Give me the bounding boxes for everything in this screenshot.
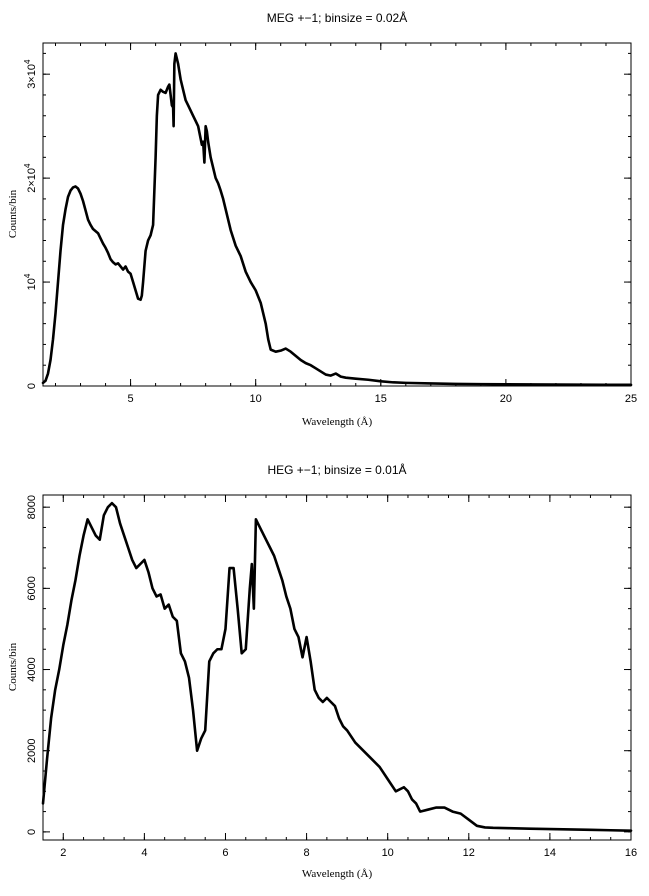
meg-x-tick-label: 20 xyxy=(500,393,512,405)
meg-y-tick-mantissa: 10 xyxy=(26,278,38,290)
heg-y-axis-label: Counts/bin xyxy=(7,642,19,691)
meg-y-tick-exponent: 4 xyxy=(23,273,32,278)
heg-y-tick-label: 8000 xyxy=(26,495,38,519)
heg-y-tick-mantissa: 0 xyxy=(26,829,38,835)
meg-y-tick-mantissa: 0 xyxy=(26,383,38,389)
heg-axis-ticks: 2 4 6 8 10 12 14 16 0 2000 4000 6000 8000 xyxy=(26,495,637,859)
meg-chart-title: MEG +−1; binsize = 0.02Å xyxy=(267,10,407,25)
meg-y-tick-mantissa: 2×10 xyxy=(26,168,38,193)
heg-x-tick-label: 4 xyxy=(141,847,147,859)
heg-y-tick-mantissa: 6000 xyxy=(26,576,38,600)
heg-x-axis-label: Wavelength (Å) xyxy=(302,868,373,880)
meg-spectrum-chart: MEG +−1; binsize = 0.02Å 5 10 15 20 2501042×… xyxy=(7,10,637,428)
heg-y-tick-mantissa: 2000 xyxy=(26,738,38,762)
meg-y-tick-label: 104 xyxy=(23,273,38,290)
heg-x-tick-label: 12 xyxy=(463,847,475,859)
meg-x-tick-label: 5 xyxy=(128,393,134,405)
heg-x-tick-label: 2 xyxy=(60,847,66,859)
heg-x-tick-label: 14 xyxy=(544,847,556,859)
heg-spectrum-line xyxy=(41,501,633,832)
meg-x-tick-label: 10 xyxy=(250,393,262,405)
meg-series-group xyxy=(41,52,633,387)
meg-x-tick-label: 25 xyxy=(625,393,637,405)
meg-y-axis-label: Counts/bin xyxy=(7,189,19,238)
heg-spectrum-chart: HEG +−1; binsize = 0.01Å 2 4 6 8 10 12 14 16 0 20… xyxy=(7,462,637,880)
meg-spectrum-line xyxy=(41,52,633,387)
meg-y-tick-label: 3×104 xyxy=(23,59,38,89)
heg-y-tick-mantissa: 8000 xyxy=(26,495,38,519)
meg-y-tick-label: 0 xyxy=(26,383,38,389)
heg-y-tick-label: 2000 xyxy=(26,738,38,762)
meg-x-tick-label: 15 xyxy=(375,393,387,405)
heg-x-tick-label: 8 xyxy=(304,847,310,859)
heg-y-tick-label: 4000 xyxy=(26,657,38,681)
meg-y-tick-label: 2×104 xyxy=(23,163,38,193)
meg-x-axis-label: Wavelength (Å) xyxy=(302,416,373,428)
meg-y-tick-exponent: 4 xyxy=(23,59,32,64)
heg-x-tick-label: 16 xyxy=(625,847,637,859)
heg-plot-frame xyxy=(42,494,632,841)
heg-y-tick-label: 6000 xyxy=(26,576,38,600)
heg-x-tick-label: 6 xyxy=(222,847,228,859)
meg-y-tick-exponent: 4 xyxy=(23,163,32,168)
meg-plot-frame xyxy=(42,42,632,387)
heg-series-group xyxy=(41,501,633,832)
heg-y-tick-mantissa: 4000 xyxy=(26,657,38,681)
heg-chart-title: HEG +−1; binsize = 0.01Å xyxy=(267,462,406,477)
heg-x-tick-label: 10 xyxy=(382,847,394,859)
meg-y-tick-mantissa: 3×10 xyxy=(26,64,38,89)
heg-y-tick-label: 0 xyxy=(26,829,38,835)
